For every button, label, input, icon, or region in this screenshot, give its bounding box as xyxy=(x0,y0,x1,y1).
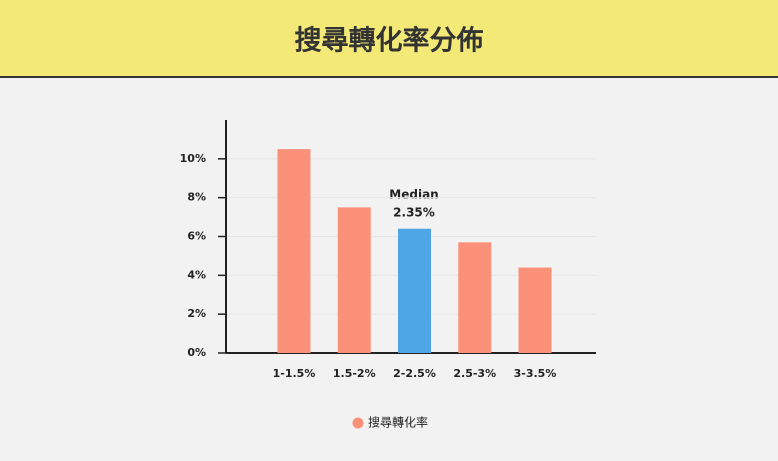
x-tick-label: 2-2.5% xyxy=(393,367,436,380)
legend-label: 搜尋轉化率 xyxy=(368,415,428,430)
chart-title: 搜尋轉化率分佈 xyxy=(295,25,484,57)
annotation: 2.35% xyxy=(393,206,435,220)
y-tick-label: 0% xyxy=(187,346,206,359)
legend-swatch xyxy=(352,417,364,429)
header-band xyxy=(0,0,778,77)
y-tick-label: 6% xyxy=(187,230,206,243)
bar xyxy=(458,242,492,353)
bar xyxy=(277,149,311,353)
bar xyxy=(518,267,552,353)
x-tick-label: 2.5-3% xyxy=(453,367,496,380)
annotation: Median xyxy=(389,188,438,202)
y-tick-label: 10% xyxy=(180,152,206,165)
bar xyxy=(398,228,431,353)
bar xyxy=(337,207,371,353)
y-tick-label: 2% xyxy=(187,307,206,320)
x-tick-label: 1-1.5% xyxy=(273,367,316,380)
y-tick-label: 4% xyxy=(187,268,206,281)
y-tick-label: 8% xyxy=(187,191,206,204)
header-rule xyxy=(0,76,778,78)
x-tick-label: 3-3.5% xyxy=(514,367,557,380)
x-tick-label: 1.5-2% xyxy=(333,367,376,380)
